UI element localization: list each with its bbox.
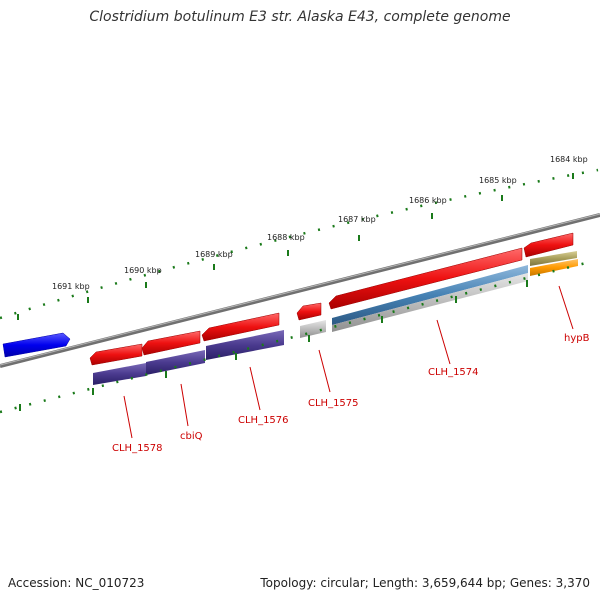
map-title: Clostridium botulinum E3 str. Alaska E43… <box>89 9 511 25</box>
gene-label: cbiQ <box>180 431 203 442</box>
accession-label: Accession: NC_010723 <box>8 576 145 590</box>
gene-label: CLH_1574 <box>428 367 479 378</box>
kbp-label: 1689 kbp <box>195 250 233 259</box>
kbp-label: 1690 kbp <box>124 266 162 275</box>
gene-arrow-clh1578[interactable] <box>89 343 143 366</box>
kbp-label: 1688 kbp <box>267 233 305 242</box>
gene-label: CLH_1576 <box>238 415 289 426</box>
gene-arrow-cbiq[interactable] <box>141 330 201 356</box>
kbp-label: 1686 kbp <box>409 196 447 205</box>
category-bar <box>93 363 146 385</box>
gene-label: hypB <box>564 333 590 344</box>
gene-arrow-clh1576[interactable] <box>201 312 280 342</box>
gene-arrow-clh1575[interactable] <box>296 302 322 321</box>
category-bar <box>206 330 284 360</box>
genome-stats: Topology: circular; Length: 3,659,644 bp… <box>260 576 590 590</box>
inner-tick-ring <box>0 260 591 414</box>
gene-arrow-hypb[interactable] <box>523 232 574 258</box>
kbp-label: 1687 kbp <box>338 215 376 224</box>
outer-tick-ring <box>0 168 599 320</box>
kbp-label: 1685 kbp <box>479 176 517 185</box>
kbp-label: 1691 kbp <box>52 282 90 291</box>
category-bar <box>332 265 528 325</box>
gene-label: CLH_1578 <box>112 443 163 454</box>
category-bar <box>530 251 577 266</box>
category-track <box>93 251 578 385</box>
gene-label-leaders <box>123 285 574 439</box>
category-bar <box>300 320 326 338</box>
gene-arrow-clh1574[interactable] <box>328 247 523 310</box>
kbp-label: 1684 kbp <box>550 155 588 164</box>
forward-gene-track <box>89 232 574 366</box>
category-bar <box>530 259 578 276</box>
category-bar <box>146 350 205 375</box>
gene-arrow-reverse[interactable] <box>2 332 71 358</box>
gene-label: CLH_1575 <box>308 398 359 409</box>
genome-backbone <box>0 213 600 368</box>
